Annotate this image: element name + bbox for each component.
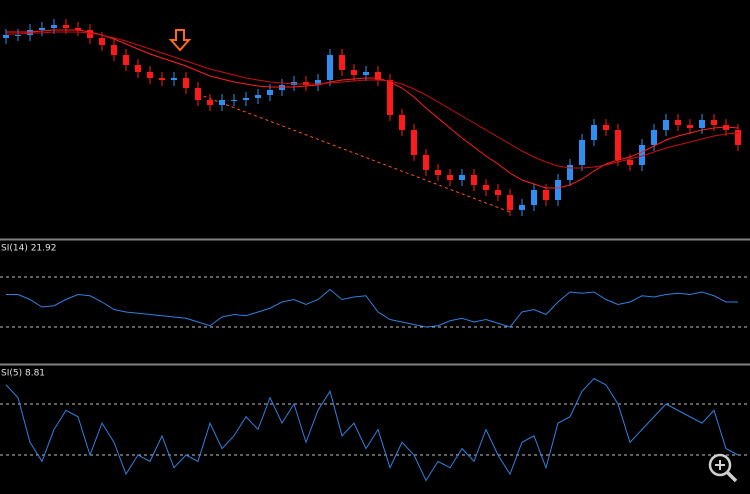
candle-body — [267, 90, 273, 95]
candle-body — [675, 120, 681, 125]
indicator-line — [6, 288, 738, 328]
candle-body — [651, 130, 657, 145]
candle-body — [459, 175, 465, 180]
zoom-icon[interactable] — [708, 453, 738, 483]
trendline — [197, 93, 511, 213]
candle-body — [339, 55, 345, 70]
candle-body — [567, 165, 573, 180]
candle-body — [315, 80, 321, 85]
candle-body — [327, 55, 333, 80]
candle-body — [351, 70, 357, 75]
candle-body — [39, 28, 45, 30]
moving-average — [6, 29, 739, 189]
candle-body — [231, 100, 237, 101]
zoom-handle — [725, 470, 738, 483]
candle-body — [435, 170, 441, 175]
candle-body — [423, 155, 429, 170]
candle-body — [627, 160, 633, 165]
candle-body — [87, 30, 93, 38]
indicator-title: SI(14) 21.92 — [1, 244, 56, 254]
candle-body — [63, 25, 69, 28]
candle-body — [183, 78, 189, 88]
candle-body — [591, 125, 597, 140]
candle-body — [159, 78, 165, 80]
candle-body — [615, 130, 621, 160]
candle-body — [387, 80, 393, 115]
candle-body — [471, 175, 477, 185]
candle-body — [171, 78, 177, 80]
candle-body — [219, 100, 225, 105]
candle-body — [363, 72, 369, 75]
candle-body — [687, 125, 693, 128]
zoom-lens — [708, 453, 732, 477]
candle-body — [255, 95, 261, 98]
candle-body — [111, 45, 117, 55]
candle-body — [411, 130, 417, 155]
candle-body — [375, 72, 381, 80]
indicator-line — [5, 377, 739, 482]
candle-body — [3, 35, 9, 38]
candle-body — [99, 38, 105, 45]
candle-body — [147, 72, 153, 78]
candle-body — [123, 55, 129, 65]
zoom-plus — [715, 460, 725, 470]
moving-average — [6, 31, 739, 169]
candle-body — [243, 98, 249, 100]
candle-body — [603, 125, 609, 130]
candle-body — [447, 175, 453, 180]
candle-body — [495, 190, 501, 195]
candle-body — [507, 195, 513, 210]
candle-body — [207, 100, 213, 105]
candle-body — [519, 205, 525, 210]
candle-body — [639, 145, 645, 165]
candle-body — [735, 130, 741, 145]
indicator-title: SI(5) 8.81 — [1, 369, 45, 379]
candle-body — [579, 140, 585, 165]
candle-body — [483, 185, 489, 190]
candle-body — [195, 88, 201, 100]
signal-arrow — [168, 29, 192, 52]
candle-body — [555, 180, 561, 200]
candle-body — [51, 25, 57, 28]
candle-body — [399, 115, 405, 130]
candle-body — [135, 65, 141, 72]
candle-body — [531, 190, 537, 205]
candle-body — [711, 120, 717, 125]
candle-body — [699, 120, 705, 128]
candle-body — [663, 120, 669, 130]
candle-body — [543, 190, 549, 200]
candle-body — [75, 28, 81, 30]
candle-body — [15, 35, 21, 36]
